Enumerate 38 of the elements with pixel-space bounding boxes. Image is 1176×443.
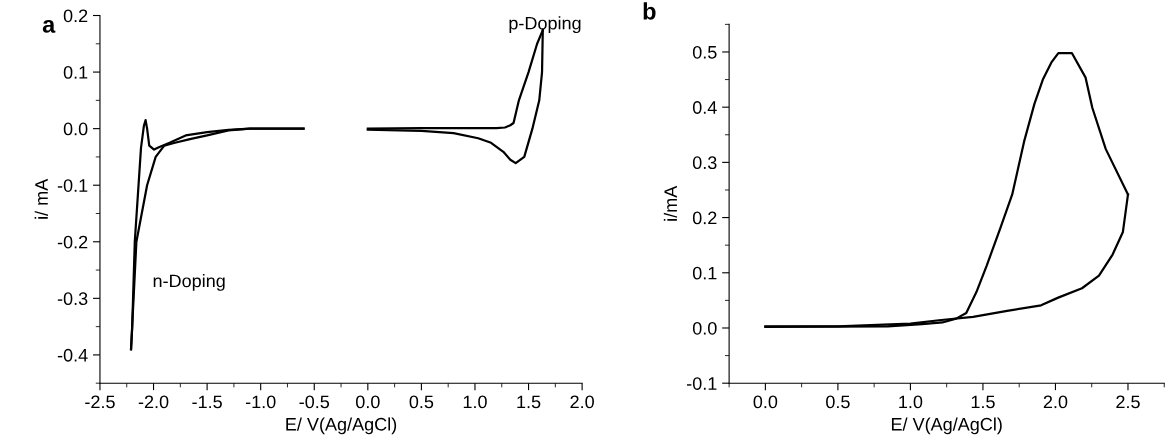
y-tick-label: 0.1 [63,66,88,79]
x-tick-label: 0.0 [355,395,380,409]
y-tick-label: -0.1 [687,377,717,390]
y-tick-label: 0.0 [692,321,717,335]
x-tick-label: 1.0 [899,395,923,409]
x-tick-label: 1.5 [517,395,541,409]
y-tick-label: -0.1 [57,179,88,192]
y-tick-label: 0.0 [63,122,88,136]
x-tick-label: -2.0 [138,395,169,409]
y-tick-label: -0.3 [57,292,88,306]
x-tick-label: 0.5 [409,395,434,409]
x-tick-label: 2.0 [1043,395,1068,409]
x-tick-label: 2.5 [1116,395,1140,409]
y-tick-label: 0.4 [692,101,717,114]
y-tick-label: 0.2 [63,9,88,23]
x-tick-label: 1.0 [463,395,487,409]
y-tick-label: 0.2 [692,211,717,225]
chart-title: a [42,19,56,33]
x-tick-label: -1.0 [245,395,276,409]
y-tick-label: 0.5 [692,45,717,59]
x-tick-label: -1.5 [192,395,222,409]
x-tick-label: 0.0 [753,395,778,409]
x-tick-label: 1.5 [971,395,995,409]
x-axis-title: E/ V(Ag/AgCl) [286,417,397,435]
y-tick-label: 0.3 [692,156,717,170]
y-tick-label: -0.4 [57,348,88,362]
x-tick-label: -0.5 [299,395,330,409]
annotation: n-Doping [153,274,225,291]
x-tick-label: 0.5 [826,395,850,409]
x-tick-label: 2.0 [570,395,594,409]
y-tick-label: -0.2 [57,235,88,249]
x-tick-label: -2.5 [85,395,115,409]
y-axis-title: i/mA [663,185,678,221]
x-axis-title: E/ V(Ag/AgCl) [891,417,1002,435]
y-tick-label: 0.1 [692,266,717,280]
y-axis-title: i/ mA [34,178,48,219]
annotation: p-Doping [509,16,581,34]
chart-title: b [643,2,656,20]
